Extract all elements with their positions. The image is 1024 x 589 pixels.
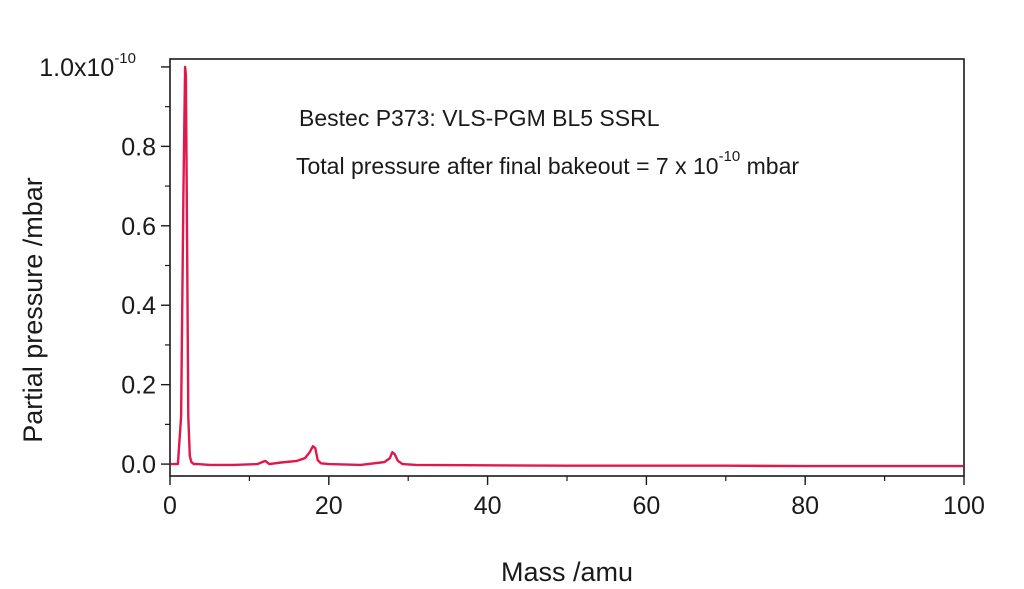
axis-ticks [161, 66, 965, 485]
y-tick-label: 1.0x10-10 [39, 50, 136, 82]
y-tick-label: 0.4 [121, 292, 156, 320]
y-tick-label: 0.6 [121, 213, 156, 241]
annotation-instrument: Bestec P373: VLS-PGM BL5 SSRL [299, 105, 660, 131]
x-tick-label: 80 [791, 492, 819, 520]
series-line [171, 65, 963, 468]
x-tick-label: 20 [315, 492, 343, 520]
y-tick-label: 0.0 [121, 451, 156, 479]
axis-tick-labels: 0 20 40 60 80 100 0.0 0.2 0.4 0.6 0.8 1.0x10-10 [39, 50, 985, 520]
x-tick-label: 60 [632, 492, 660, 520]
y-tick-label: 0.8 [121, 133, 156, 161]
y-axis-title: Partial pressure /mbar [18, 177, 48, 443]
y-tick-label: 0.2 [121, 372, 156, 400]
y-axis-scale-exponent: -10 [114, 50, 136, 67]
annotation-total-pressure-text: Total pressure after final bakeout = 7 x… [296, 153, 719, 179]
annotation-total-pressure: Total pressure after final bakeout = 7 x… [296, 148, 799, 179]
x-tick-label: 40 [474, 492, 502, 520]
annotation-total-pressure-unit: mbar [740, 153, 799, 179]
x-axis-title: Mass /amu [501, 557, 633, 587]
annotation-total-pressure-exponent: -10 [719, 148, 741, 165]
x-tick-label: 100 [943, 492, 985, 520]
x-tick-label: 0 [163, 492, 177, 520]
